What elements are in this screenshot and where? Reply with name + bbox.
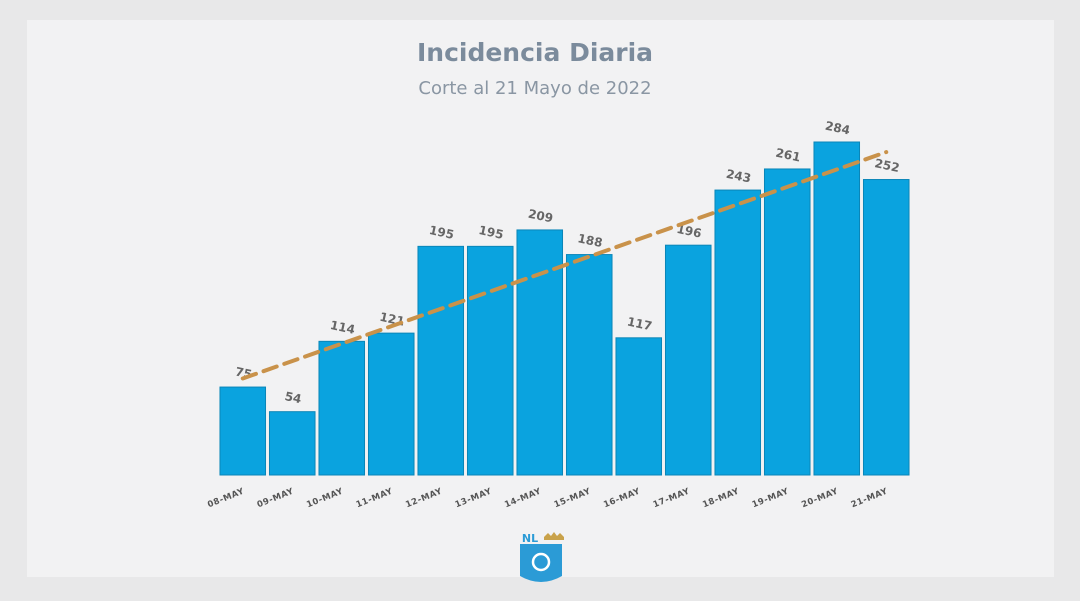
- bar: [466, 245, 514, 476]
- chart-subtitle: Corte al 21 Mayo de 2022: [418, 78, 651, 99]
- logo-text: NL: [522, 532, 538, 545]
- value-label: 196: [675, 222, 702, 241]
- value-label: 209: [527, 207, 554, 226]
- bar: [268, 411, 316, 476]
- bar: [565, 254, 613, 476]
- value-label: 188: [576, 231, 603, 250]
- bar: [516, 229, 564, 476]
- logo-crown: [544, 532, 564, 540]
- chart-title: Incidencia Diaria: [417, 38, 653, 67]
- value-label: 54: [283, 389, 302, 406]
- value-label: 117: [626, 314, 653, 333]
- logo-shield: [520, 544, 562, 582]
- bar: [318, 340, 366, 476]
- value-label: 261: [774, 146, 801, 165]
- logo: NL: [520, 532, 564, 582]
- value-label: 252: [873, 156, 900, 175]
- bar: [664, 244, 712, 476]
- bar: [714, 189, 762, 476]
- bar: [417, 245, 465, 476]
- bar: [813, 141, 861, 476]
- value-label: 114: [329, 318, 356, 337]
- value-label: 243: [725, 167, 752, 186]
- bar: [862, 179, 910, 476]
- bar: [763, 168, 811, 476]
- value-label: 195: [477, 223, 504, 242]
- bar: [615, 337, 663, 476]
- bar: [219, 386, 267, 476]
- bar: [367, 332, 415, 476]
- value-label: 284: [824, 119, 851, 138]
- logo-emblem: [531, 552, 551, 572]
- value-label: 195: [428, 223, 455, 242]
- trend-line: [240, 150, 889, 381]
